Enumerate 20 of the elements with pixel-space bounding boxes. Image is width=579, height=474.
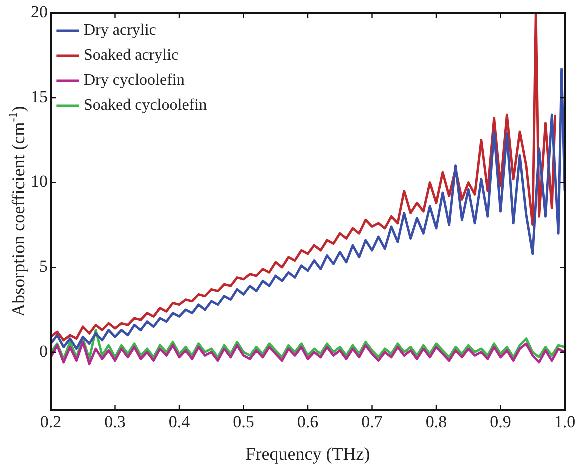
x-tick-label: 0.5 [233, 412, 254, 432]
x-tick-label: 0.4 [168, 412, 191, 432]
x-tick-label: 0.3 [104, 412, 126, 432]
x-tick-label: 1.0 [554, 412, 576, 432]
y-tick-label: 5 [40, 257, 48, 276]
x-tick-label: 0.7 [362, 412, 384, 432]
x-tick-label: 0.2 [40, 412, 62, 432]
x-axis-title: Frequency (THz) [246, 444, 370, 464]
legend-label: Dry acrylic [84, 22, 156, 40]
legend-label: Soaked acrylic [84, 47, 179, 64]
y-tick-label: 20 [31, 2, 48, 22]
x-tick-label: 0.8 [426, 412, 448, 432]
y-axis-title: Absorption coefficient (cm-1) [6, 106, 29, 317]
legend-label: Dry cycloolefin [84, 72, 185, 90]
y-tick-label: 15 [31, 87, 48, 106]
y-tick-label: 10 [31, 172, 48, 192]
x-tick-label: 0.6 [297, 412, 319, 432]
x-tick-label: 0.9 [490, 412, 512, 432]
y-tick-label: 0 [40, 342, 48, 361]
legend-label: Soaked cycloolefin [84, 97, 208, 114]
